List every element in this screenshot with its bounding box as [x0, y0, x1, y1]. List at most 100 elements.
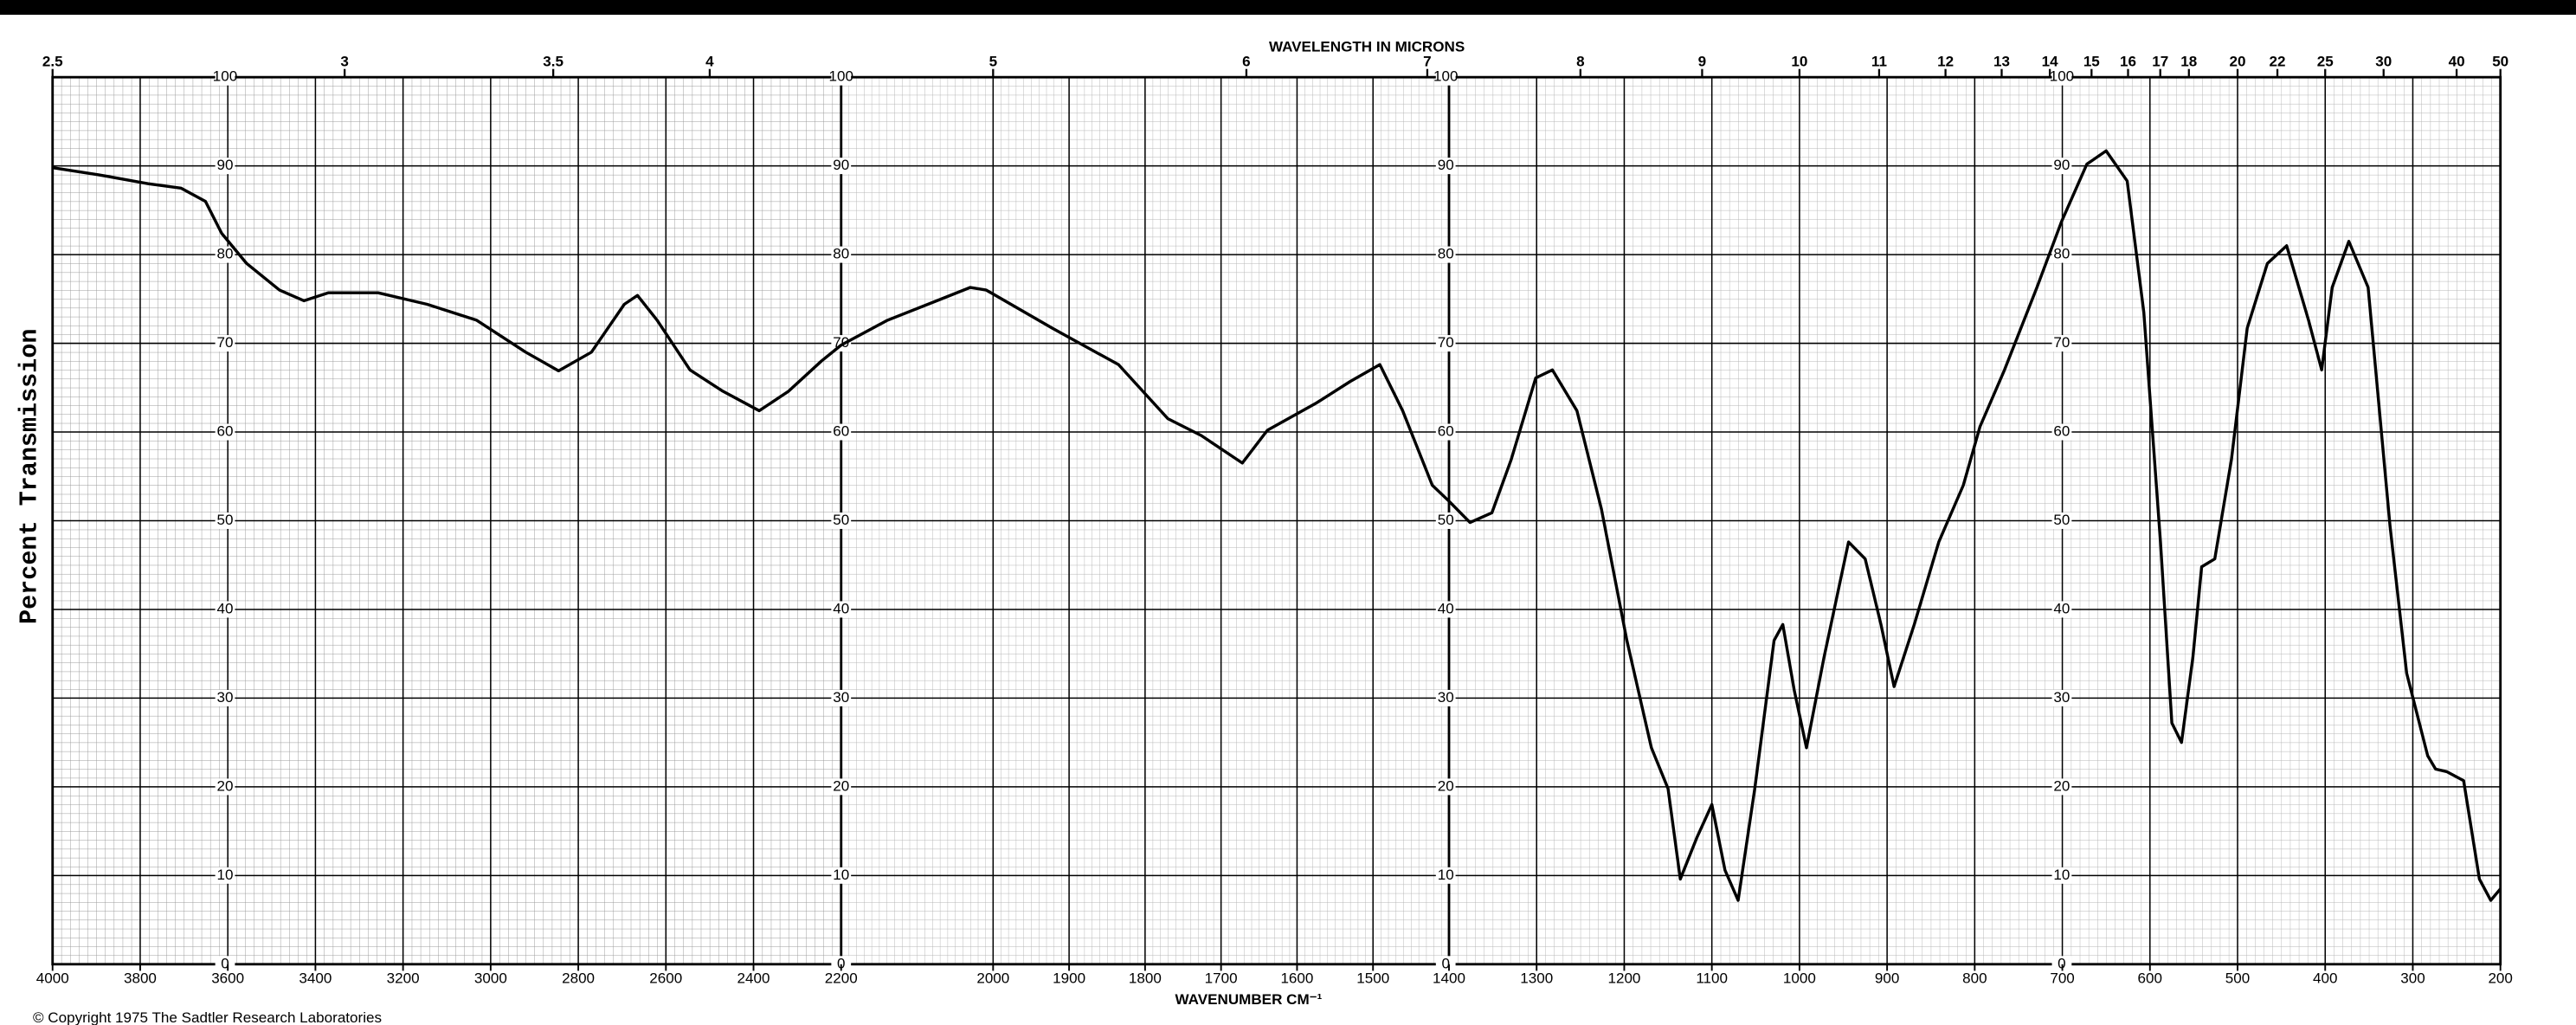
y-tick-label-bg	[215, 512, 235, 529]
y-tick-label-bg	[2051, 689, 2072, 706]
y-tick-label-bg	[215, 956, 235, 973]
y-tick-label: 60	[833, 423, 849, 440]
y-tick-label: 30	[2053, 689, 2070, 706]
y-tick-label: 10	[1438, 867, 1454, 883]
plot-frame	[51, 75, 2502, 966]
y-tick-label-bg	[1435, 68, 1456, 86]
top-tick-label: 9	[1698, 54, 1707, 70]
y-tick-label: 0	[2058, 955, 2066, 971]
y-tick-label-bg	[2051, 512, 2072, 529]
x-tick-label: 700	[2050, 970, 2074, 986]
y-tick-label: 100	[213, 68, 237, 85]
y-tick-label: 50	[2053, 512, 2070, 528]
y-tick-label: 20	[1438, 777, 1454, 794]
y-tick-label: 90	[833, 157, 849, 173]
y-tick-label: 90	[217, 157, 234, 173]
top-tick-label: 25	[2317, 54, 2334, 70]
y-tick-label-bg	[1435, 158, 1456, 175]
y-tick-label-bg	[831, 512, 852, 529]
x-tick-label: 3600	[211, 970, 244, 986]
y-tick-label: 60	[217, 423, 234, 440]
y-tick-label-bg	[215, 335, 235, 352]
y-tick-label-bg	[1435, 778, 1456, 796]
y-tick-label-bg	[215, 867, 235, 884]
top-tick-label: 18	[2180, 54, 2197, 70]
y-tick-label: 90	[2053, 157, 2070, 173]
top-tick-label: 50	[2492, 54, 2508, 70]
y-tick-label: 100	[1433, 68, 1458, 85]
y-tick-label: 0	[221, 955, 229, 971]
y-tick-label-bg	[831, 423, 852, 441]
footnote: © Copyright 1975 The Sadtler Research La…	[33, 1009, 382, 1025]
y-tick-label-bg	[2051, 867, 2072, 884]
spectrum-line	[52, 149, 2502, 902]
x-tick-label: 400	[2313, 970, 2337, 986]
x-tick-label: 1500	[1356, 970, 1389, 986]
y-tick-label: 40	[833, 600, 849, 616]
top-tick-label: 12	[1937, 54, 1954, 70]
top-tick-label: 13	[1993, 54, 2010, 70]
y-tick-label: 70	[1438, 334, 1454, 351]
y-tick-label: 80	[2053, 246, 2070, 262]
x-axis-title: WAVENUMBER CM⁻¹	[1175, 991, 1323, 1008]
x-tick-label: 3000	[474, 970, 507, 986]
y-tick-label: 20	[217, 777, 234, 794]
top-tick-label: 7	[1423, 54, 1432, 70]
top-band	[0, 0, 2576, 16]
x-tick-label: 2800	[562, 970, 595, 986]
top-tick-label: 2.5	[42, 54, 63, 70]
y-tick-label-bg	[831, 778, 852, 796]
top-tick-label: 22	[2270, 54, 2286, 70]
y-tick-label: 40	[2053, 600, 2070, 616]
x-tick-label: 2600	[649, 970, 682, 986]
y-tick-label-bg	[1435, 335, 1456, 352]
y-tick-label-bg	[2051, 68, 2072, 86]
y-tick-label: 50	[833, 512, 849, 528]
y-tick-label-bg	[215, 689, 235, 706]
top-tick-label: 4	[705, 54, 714, 70]
y-tick-label: 30	[833, 689, 849, 706]
y-tick-label: 20	[833, 777, 849, 794]
y-tick-label-bg	[831, 246, 852, 263]
y-tick-label-bg	[1435, 689, 1456, 706]
y-tick-label-bg	[215, 246, 235, 263]
y-tick-label: 70	[2053, 334, 2070, 351]
x-tick-label: 4000	[36, 970, 69, 986]
top-tick-label: 5	[989, 54, 998, 70]
y-tick-label-bg	[2051, 423, 2072, 441]
x-tick-label: 1700	[1205, 970, 1238, 986]
top-tick-label: 6	[1242, 54, 1251, 70]
y-tick-label: 90	[1438, 157, 1454, 173]
y-tick-label: 10	[2053, 867, 2070, 883]
x-tick-label: 1400	[1433, 970, 1465, 986]
y-tick-label: 80	[1438, 246, 1454, 262]
y-axis-title: Percent Transmission	[16, 329, 44, 624]
y-tick-label: 60	[2053, 423, 2070, 440]
y-tick-label: 70	[217, 334, 234, 351]
y-tick-label-bg	[215, 158, 235, 175]
x-tick-label: 1000	[1783, 970, 1816, 986]
x-tick-label: 200	[2488, 970, 2512, 986]
y-tick-label-bg	[215, 68, 235, 86]
y-tick-label: 40	[1438, 600, 1454, 616]
y-tick-label: 40	[217, 600, 234, 616]
top-tick-label: 30	[2375, 54, 2392, 70]
x-tick-label: 800	[1962, 970, 1987, 986]
y-tick-label: 50	[1438, 512, 1454, 528]
y-tick-label-bg	[1435, 246, 1456, 263]
y-tick-label-bg	[831, 867, 852, 884]
x-tick-label: 300	[2400, 970, 2425, 986]
x-tick-label: 1600	[1280, 970, 1313, 986]
y-tick-label: 0	[837, 955, 846, 971]
top-tick-label: 16	[2120, 54, 2136, 70]
x-tick-label: 3400	[299, 970, 332, 986]
top-tick-label: 17	[2152, 54, 2168, 70]
x-tick-label: 1300	[1520, 970, 1553, 986]
y-tick-label: 50	[217, 512, 234, 528]
x-tick-label: 600	[2138, 970, 2162, 986]
x-tick-label: 1100	[1696, 970, 1728, 986]
top-axis-title: WAVELENGTH IN MICRONS	[1269, 39, 1465, 55]
y-tick-label-bg	[215, 601, 235, 618]
x-tick-label: 3200	[387, 970, 420, 986]
